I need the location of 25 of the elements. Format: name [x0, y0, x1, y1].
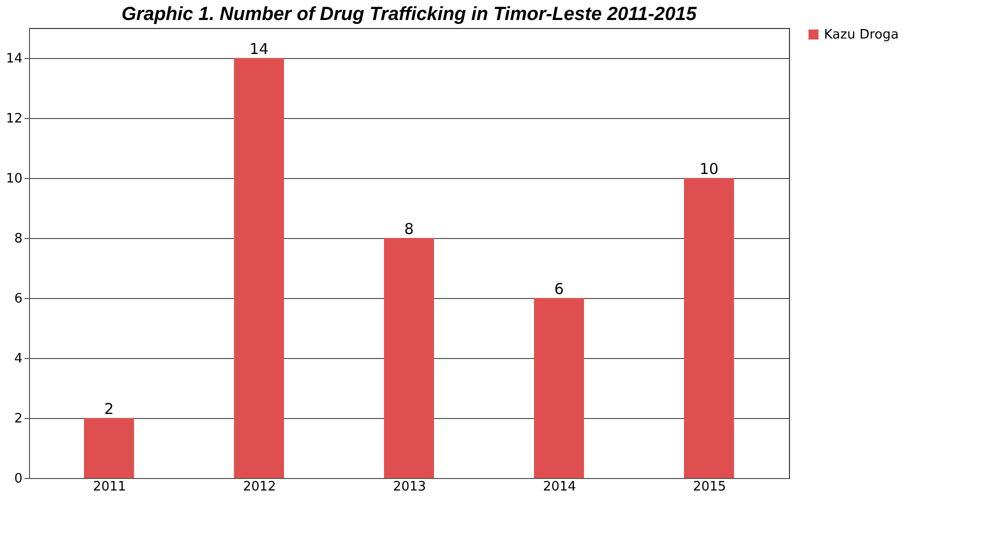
y-tick-label: 12 [6, 112, 22, 126]
x-tick-label: 2014 [542, 480, 576, 494]
bar [84, 418, 134, 478]
y-tick-label: 0 [14, 472, 22, 486]
legend-label: Kazu Droga [824, 28, 899, 42]
data-label: 10 [699, 160, 719, 178]
data-label: 14 [249, 40, 269, 58]
x-tick-label: 2011 [92, 480, 126, 494]
x-tick-label: 2012 [242, 480, 276, 494]
y-tick-label: 2 [14, 412, 22, 426]
bar [384, 238, 434, 478]
bar [234, 58, 284, 478]
data-label: 6 [554, 280, 564, 298]
data-label: 2 [104, 400, 114, 418]
data-label: 8 [404, 220, 414, 238]
y-tick-label: 4 [14, 352, 22, 366]
y-tick-label: 6 [14, 292, 22, 306]
x-tick-label: 2013 [392, 480, 426, 494]
chart-title: Graphic 1. Number of Drug Trafficking in Timor-Leste 2011-2015 [121, 4, 697, 25]
y-tick-label: 10 [6, 172, 22, 186]
bar [684, 178, 734, 478]
y-tick-label: 8 [14, 232, 22, 246]
x-tick-label: 2015 [692, 480, 726, 494]
y-tick-label: 14 [6, 52, 22, 66]
bar [534, 298, 584, 478]
